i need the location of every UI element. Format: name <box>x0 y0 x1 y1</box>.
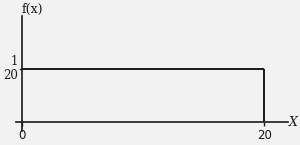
Text: 1
20: 1 20 <box>3 55 18 82</box>
Text: f(x): f(x) <box>22 3 43 16</box>
Text: X: X <box>288 116 297 129</box>
